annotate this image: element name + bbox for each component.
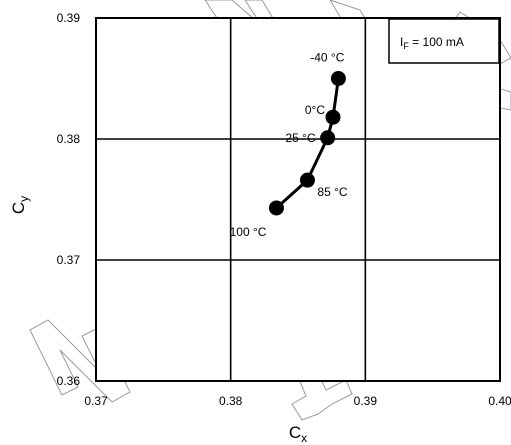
y-tick-label: 0.38	[57, 132, 81, 146]
data-point	[325, 109, 341, 125]
x-tick-label: 0.37	[84, 394, 108, 408]
y-tick-label: 0.39	[57, 11, 81, 25]
legend-label: IF = 100 mA	[400, 35, 464, 51]
data-point	[299, 172, 315, 188]
x-tick-label: 0.39	[354, 394, 378, 408]
point-label: 25 °C	[285, 131, 315, 145]
y-tick-label: 0.37	[57, 253, 81, 267]
data-point	[330, 71, 346, 86]
point-label: 100 °C	[230, 225, 267, 239]
y-tick-label: 0.36	[57, 374, 81, 388]
data-point	[320, 130, 336, 146]
plot-frame	[95, 17, 501, 382]
point-label: -40 °C	[310, 51, 344, 65]
point-label: 0°C	[305, 103, 325, 117]
x-tick-label: 0.38	[219, 394, 243, 408]
y-axis-title: Cy	[9, 196, 31, 214]
point-label: 85 °C	[317, 185, 347, 199]
x-axis-title: Cx	[289, 423, 307, 445]
data-point	[268, 200, 284, 216]
x-tick-label: 0.40	[488, 394, 511, 408]
legend-box	[388, 18, 500, 64]
plot-area	[96, 18, 500, 381]
